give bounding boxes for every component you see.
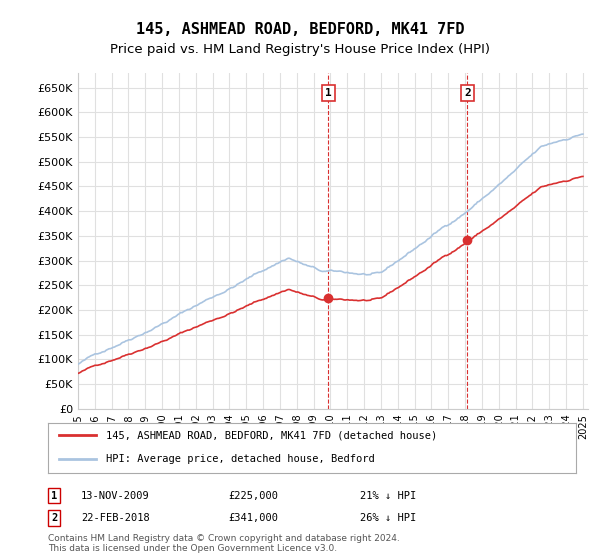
Text: 145, ASHMEAD ROAD, BEDFORD, MK41 7FD (detached house): 145, ASHMEAD ROAD, BEDFORD, MK41 7FD (de…: [106, 431, 437, 440]
Text: 2: 2: [51, 513, 57, 523]
Text: 1: 1: [325, 88, 332, 98]
Text: 13-NOV-2009: 13-NOV-2009: [81, 491, 150, 501]
Text: Price paid vs. HM Land Registry's House Price Index (HPI): Price paid vs. HM Land Registry's House …: [110, 43, 490, 55]
Text: 145, ASHMEAD ROAD, BEDFORD, MK41 7FD: 145, ASHMEAD ROAD, BEDFORD, MK41 7FD: [136, 22, 464, 38]
Text: Contains HM Land Registry data © Crown copyright and database right 2024.
This d: Contains HM Land Registry data © Crown c…: [48, 534, 400, 553]
Text: HPI: Average price, detached house, Bedford: HPI: Average price, detached house, Bedf…: [106, 454, 375, 464]
Text: 26% ↓ HPI: 26% ↓ HPI: [360, 513, 416, 523]
Text: 2: 2: [464, 88, 470, 98]
Text: £341,000: £341,000: [228, 513, 278, 523]
Text: 22-FEB-2018: 22-FEB-2018: [81, 513, 150, 523]
Text: 1: 1: [51, 491, 57, 501]
Text: 21% ↓ HPI: 21% ↓ HPI: [360, 491, 416, 501]
Text: £225,000: £225,000: [228, 491, 278, 501]
